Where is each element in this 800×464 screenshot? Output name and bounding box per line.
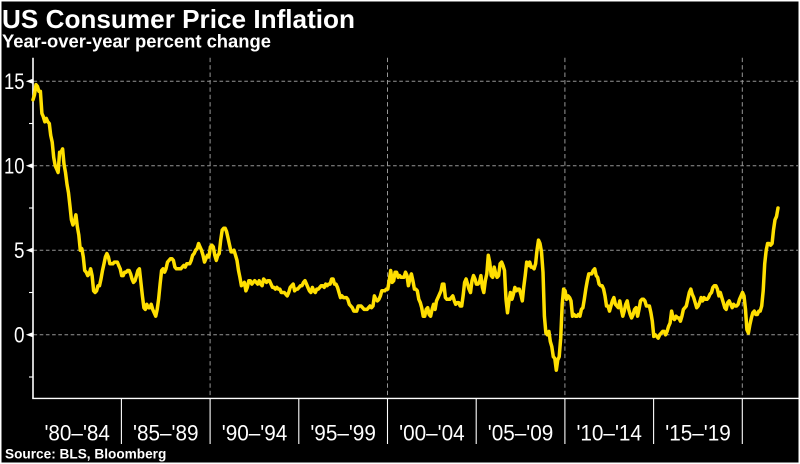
svg-text:15: 15 xyxy=(4,69,25,94)
svg-text:'95–'99: '95–'99 xyxy=(310,421,376,446)
svg-text:'00–'04: '00–'04 xyxy=(399,421,465,446)
svg-text:5: 5 xyxy=(14,238,25,263)
svg-text:0: 0 xyxy=(14,323,25,348)
svg-text:'05–'09: '05–'09 xyxy=(488,421,554,446)
svg-text:'90–'94: '90–'94 xyxy=(222,421,288,446)
svg-text:'15–'19: '15–'19 xyxy=(665,421,731,446)
svg-text:Year-over-year percent change: Year-over-year percent change xyxy=(2,32,271,52)
svg-text:10: 10 xyxy=(4,154,25,179)
svg-text:Source: BLS, Bloomberg: Source: BLS, Bloomberg xyxy=(5,446,166,461)
svg-text:US Consumer Price Inflation: US Consumer Price Inflation xyxy=(2,4,355,34)
svg-text:'85–'89: '85–'89 xyxy=(133,421,199,446)
svg-text:'10–'14: '10–'14 xyxy=(576,421,642,446)
svg-text:'80–'84: '80–'84 xyxy=(44,421,110,446)
